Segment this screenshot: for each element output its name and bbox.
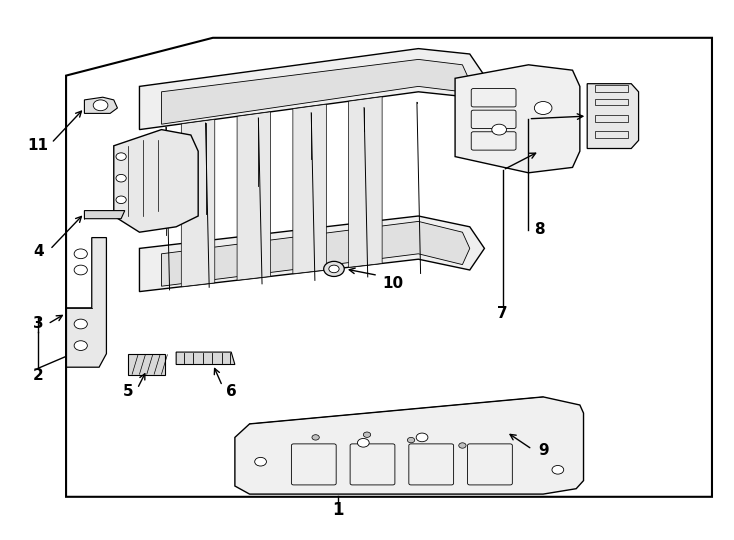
Polygon shape: [349, 97, 382, 267]
Polygon shape: [161, 59, 470, 124]
Polygon shape: [161, 221, 470, 286]
Bar: [595, 131, 628, 138]
Text: 5: 5: [123, 384, 134, 399]
Text: 3: 3: [33, 316, 43, 332]
Circle shape: [255, 457, 266, 466]
Polygon shape: [114, 130, 198, 232]
Polygon shape: [587, 84, 639, 148]
Circle shape: [492, 124, 506, 135]
Polygon shape: [139, 216, 484, 292]
Polygon shape: [237, 112, 271, 280]
Polygon shape: [66, 238, 106, 367]
Circle shape: [324, 261, 344, 276]
Circle shape: [93, 100, 108, 111]
Bar: [595, 115, 628, 122]
Polygon shape: [181, 119, 215, 287]
Text: 8: 8: [534, 222, 545, 237]
Circle shape: [416, 433, 428, 442]
Text: 4: 4: [33, 244, 43, 259]
Polygon shape: [128, 354, 165, 375]
Bar: [595, 99, 628, 105]
Polygon shape: [139, 49, 484, 130]
Text: 10: 10: [382, 276, 403, 291]
Circle shape: [534, 102, 552, 114]
Polygon shape: [84, 97, 117, 113]
Polygon shape: [84, 211, 125, 219]
Circle shape: [407, 437, 415, 443]
Circle shape: [552, 465, 564, 474]
Circle shape: [116, 196, 126, 204]
Text: 6: 6: [226, 384, 236, 399]
Circle shape: [312, 435, 319, 440]
Polygon shape: [176, 352, 235, 365]
Circle shape: [459, 443, 466, 448]
Text: 7: 7: [498, 306, 508, 321]
Circle shape: [74, 249, 87, 259]
Text: 2: 2: [33, 368, 43, 383]
Polygon shape: [293, 104, 327, 274]
Circle shape: [74, 341, 87, 350]
Bar: [595, 85, 628, 92]
Text: 9: 9: [538, 443, 548, 458]
Circle shape: [116, 174, 126, 182]
Circle shape: [357, 438, 369, 447]
Circle shape: [329, 265, 339, 273]
Circle shape: [116, 153, 126, 160]
Text: 1: 1: [332, 501, 344, 519]
Circle shape: [363, 432, 371, 437]
Circle shape: [74, 319, 87, 329]
Polygon shape: [455, 65, 580, 173]
Text: 11: 11: [28, 138, 48, 153]
Polygon shape: [235, 397, 584, 494]
Circle shape: [74, 265, 87, 275]
